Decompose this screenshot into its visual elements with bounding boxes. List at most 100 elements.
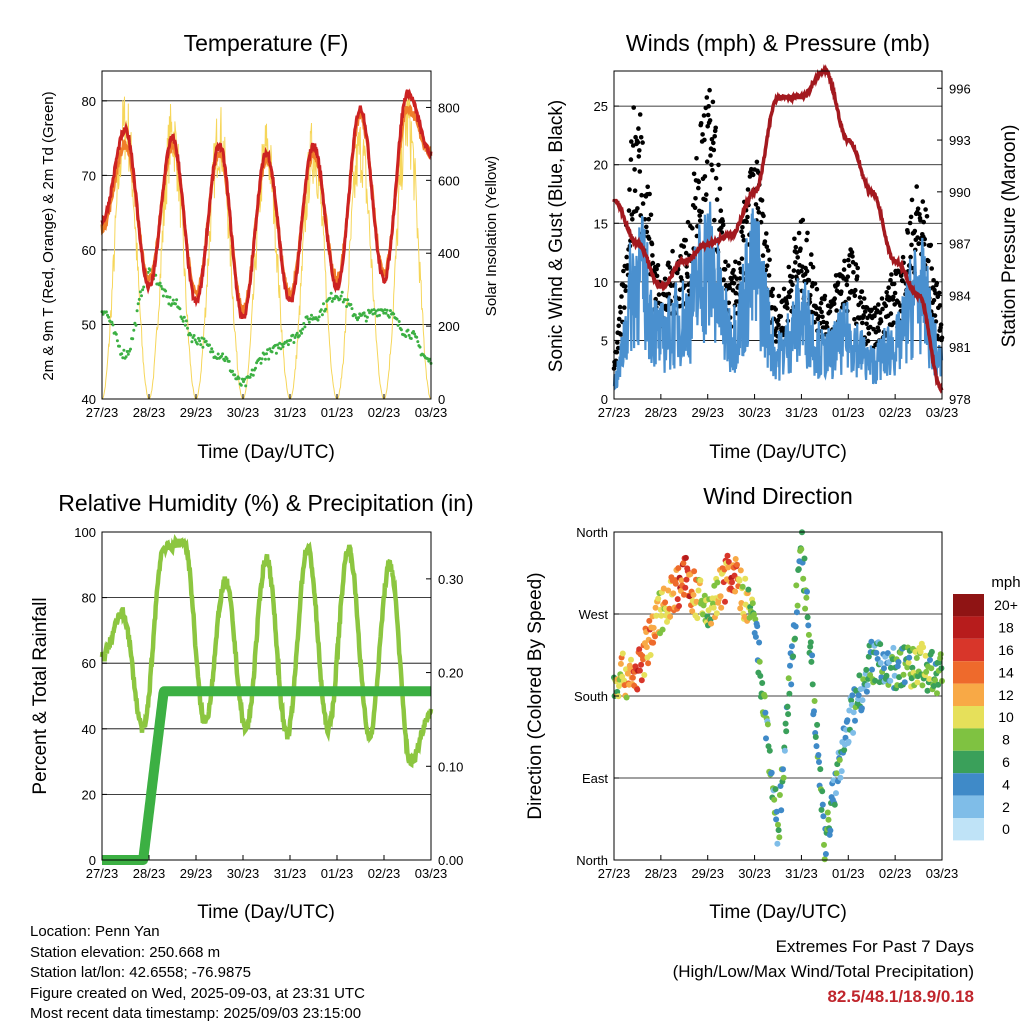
gust-point [793, 260, 798, 265]
winds-y2tick-label: 981 [949, 340, 971, 355]
dewpoint-point [396, 323, 400, 327]
temperature-y2tick-label: 400 [438, 246, 460, 261]
dewpoint-point [233, 373, 237, 377]
temperature-xlabel: Time (Day/UTC) [197, 442, 335, 463]
humidity-ytick-label: 40 [82, 722, 96, 737]
gust-point [806, 277, 812, 283]
direction-point [816, 759, 822, 765]
gust-point [880, 306, 885, 312]
extremes-subtitle: (High/Low/Max Wind/Total Precipitation) [672, 962, 974, 981]
gust-point [834, 308, 839, 313]
gust-point [774, 326, 779, 331]
gust-point [933, 319, 939, 324]
direction-point [652, 604, 659, 611]
direction-point [887, 664, 894, 671]
dewpoint-point [211, 350, 215, 354]
dewpoint-point [345, 305, 349, 308]
direction-point [808, 658, 815, 665]
dewpoint-point [362, 311, 366, 315]
gust-point [703, 197, 708, 203]
dewpoint-point [124, 355, 128, 359]
dewpoint-point [276, 343, 279, 347]
gust-point [683, 250, 689, 256]
gust-point [713, 175, 719, 181]
humidity-xtick-label: 29/23 [180, 866, 213, 881]
temperature-xtick-label: 02/23 [368, 405, 401, 420]
dewpoint-point [254, 366, 257, 370]
direction-point [765, 743, 772, 750]
direction-point [822, 851, 829, 857]
wind-series-line [612, 201, 944, 391]
dewpoint-point [265, 352, 268, 356]
gust-point [937, 303, 943, 308]
info-recent: Most recent data timestamp: 2025/09/03 2… [30, 1005, 362, 1022]
temperature-xtick-label: 29/23 [180, 405, 213, 420]
gust-point [909, 197, 915, 203]
gust-point [914, 184, 919, 189]
direction-point [850, 729, 857, 736]
direction-point [792, 635, 798, 642]
direction-point [756, 658, 763, 665]
winds-xtick-label: 30/23 [738, 405, 771, 420]
direction-point [887, 677, 894, 684]
temperature-y2tick-label: 0 [438, 392, 445, 407]
direction-point [617, 660, 624, 667]
direction-title: Wind Direction [703, 483, 853, 509]
direction-point [772, 786, 779, 793]
direction-point [934, 690, 940, 697]
dewpoint-point [237, 376, 241, 380]
direction-point [763, 735, 769, 742]
gust-point [690, 226, 695, 231]
gust-point [761, 213, 766, 219]
humidity-y2tick-label: 0.30 [438, 572, 463, 587]
gust-point [683, 237, 688, 243]
dewpoint-point [338, 297, 342, 301]
winds-ytick-label: 5 [601, 333, 608, 348]
gust-point [739, 256, 745, 262]
direction-point [850, 709, 857, 716]
direction-point [836, 757, 843, 763]
gust-point [804, 268, 810, 274]
temperature-plot-frame [101, 70, 432, 400]
gust-point [640, 140, 645, 145]
gust-point [861, 296, 867, 301]
extremes-box: Extremes For Past 7 Days (High/Low/Max W… [673, 934, 974, 1009]
dewpoint-point [170, 302, 174, 306]
direction-point [824, 809, 831, 816]
gust-point [731, 267, 736, 273]
extremes-title: Extremes For Past 7 Days [775, 937, 974, 956]
dewpoint-point [341, 300, 345, 304]
winds-ytick-label: 0 [601, 392, 608, 407]
direction-point [662, 599, 669, 606]
humidity-y2tick-label: 0.00 [438, 853, 463, 868]
gust-point [781, 286, 787, 292]
gust-point [869, 307, 874, 313]
gust-point [644, 229, 650, 235]
direction-point [638, 677, 645, 684]
gust-point [656, 292, 662, 297]
dewpoint-point [329, 291, 333, 295]
direction-point [787, 662, 793, 669]
direction-point [781, 747, 788, 754]
gust-point [908, 214, 914, 220]
gust-point [931, 298, 937, 303]
gust-point [784, 301, 790, 307]
direction-point [732, 588, 739, 595]
dewpoint-point [270, 350, 274, 354]
dewpoint-point [220, 354, 223, 358]
gust-point [646, 236, 652, 241]
info-location: Location: Penn Yan [30, 923, 160, 940]
gust-point [792, 236, 797, 242]
gust-point [720, 222, 726, 228]
direction-point [774, 840, 781, 847]
gust-point [622, 305, 627, 310]
gust-point [812, 281, 818, 286]
gust-point [649, 241, 655, 247]
gust-point [886, 285, 891, 291]
direction-point [802, 605, 809, 612]
gust-point [850, 254, 855, 259]
gust-point [767, 257, 772, 263]
gust-point [865, 338, 871, 344]
direction-point [831, 801, 838, 808]
